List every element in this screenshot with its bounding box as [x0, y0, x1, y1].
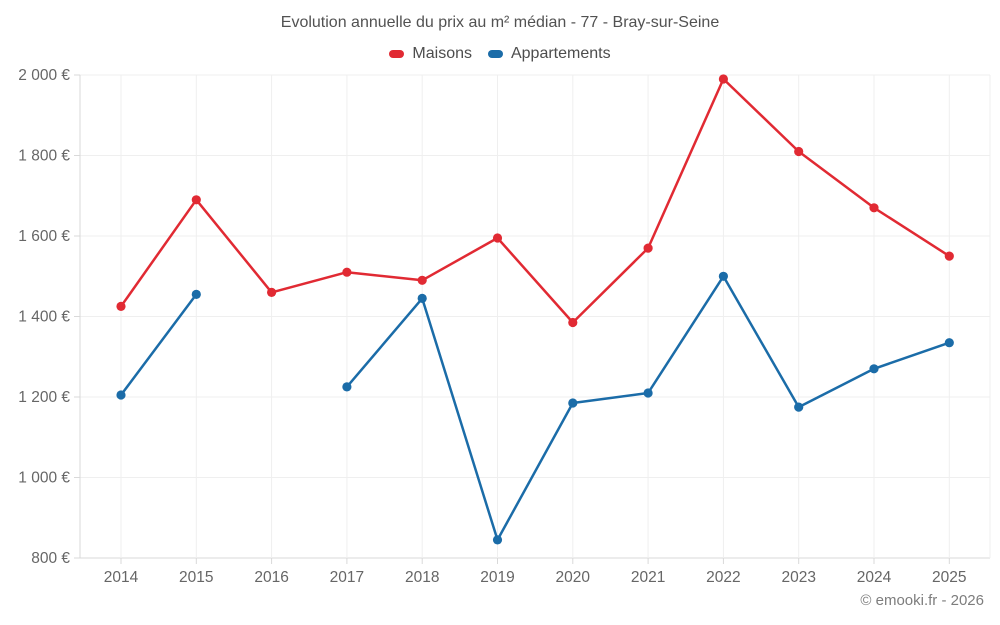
x-tick-label: 2022 — [706, 569, 740, 586]
data-point-maisons-2024 — [869, 203, 879, 213]
legend-label-appartements: Appartements — [510, 45, 611, 62]
y-tick-label: 2 000 € — [18, 67, 70, 84]
y-tick-label: 1 200 € — [18, 389, 70, 406]
data-point-appartements-2024 — [869, 364, 879, 374]
data-point-maisons-2014 — [116, 301, 126, 311]
data-point-appartements-2018 — [417, 293, 427, 303]
x-tick-label: 2014 — [104, 569, 139, 586]
data-point-appartements-2022 — [718, 271, 729, 281]
chart-title: Evolution annuelle du prix au m² médian … — [280, 14, 720, 31]
y-tick-label: 800 € — [31, 550, 70, 567]
data-point-appartements-2017 — [342, 382, 352, 392]
legend-item-maisons[interactable]: Maisons — [389, 45, 472, 63]
data-point-appartements-2020 — [568, 398, 578, 408]
data-point-maisons-2018 — [417, 275, 427, 285]
y-tick-label: 1 800 € — [18, 148, 70, 165]
data-point-appartements-2014 — [116, 390, 126, 400]
data-point-maisons-2021 — [643, 243, 653, 253]
x-tick-label: 2024 — [857, 569, 892, 586]
data-point-maisons-2025 — [944, 251, 954, 261]
legend-label-maisons: Maisons — [412, 45, 472, 62]
data-point-maisons-2022 — [718, 74, 729, 84]
data-point-appartements-2023 — [794, 402, 804, 412]
x-tick-label: 2021 — [631, 569, 665, 586]
x-tick-label: 2016 — [254, 569, 288, 586]
data-point-appartements-2021 — [643, 388, 653, 398]
y-tick-label: 1 600 € — [18, 228, 70, 245]
chart-legend: Maisons Appartements — [0, 45, 1000, 63]
x-tick-label: 2023 — [781, 569, 815, 586]
x-tick-label: 2015 — [179, 569, 213, 586]
x-tick-label: 2020 — [556, 569, 591, 586]
data-point-maisons-2019 — [492, 233, 503, 243]
x-tick-label: 2025 — [932, 569, 966, 586]
data-point-maisons-2016 — [267, 287, 277, 297]
series-line-appartements — [119, 275, 951, 542]
legend-swatch-appartements-icon — [487, 50, 503, 58]
x-tick-label: 2019 — [480, 569, 514, 586]
legend-swatch-maisons-icon — [389, 50, 405, 58]
data-point-appartements-2025 — [944, 338, 954, 348]
y-tick-label: 1 400 € — [18, 309, 70, 326]
data-point-maisons-2015 — [191, 195, 201, 205]
data-point-appartements-2015 — [191, 289, 201, 299]
x-tick-label: 2017 — [330, 569, 364, 586]
data-point-maisons-2017 — [342, 267, 352, 277]
copyright-text: © emooki.fr - 2026 — [860, 592, 984, 609]
legend-item-appartements[interactable]: Appartements — [487, 45, 611, 63]
x-tick-label: 2018 — [405, 569, 439, 586]
data-point-maisons-2020 — [568, 317, 578, 328]
series-line-maisons — [119, 77, 951, 324]
data-point-maisons-2023 — [794, 146, 804, 157]
y-tick-label: 1 000 € — [18, 470, 70, 487]
data-point-appartements-2019 — [492, 535, 503, 545]
